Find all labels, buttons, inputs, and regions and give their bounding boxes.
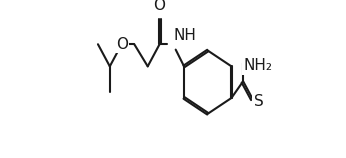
Text: O: O bbox=[116, 37, 128, 52]
Text: NH: NH bbox=[173, 28, 196, 43]
Text: O: O bbox=[154, 0, 166, 13]
Text: S: S bbox=[254, 94, 264, 109]
Text: NH₂: NH₂ bbox=[243, 58, 272, 73]
